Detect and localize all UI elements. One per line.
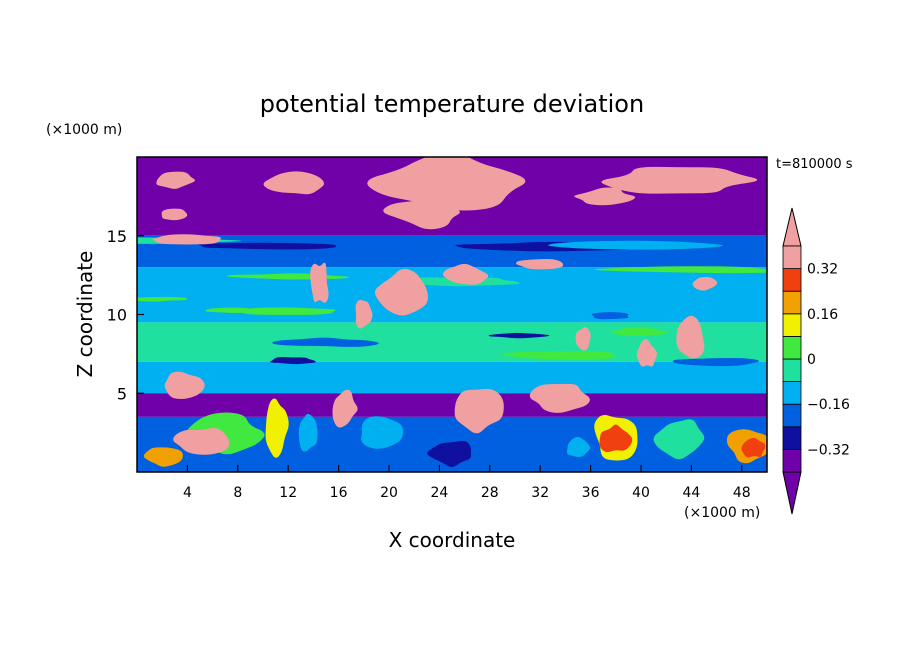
colorbar-upper-extension bbox=[782, 207, 802, 247]
x-tick-label: 16 bbox=[330, 485, 348, 501]
x-axis: 4 8 12 16 20 24 28 32 36 40 44 48 bbox=[183, 465, 751, 501]
contour-field bbox=[137, 157, 767, 472]
colorbar-lower-extension bbox=[782, 471, 802, 515]
y-axis: 5 10 15 bbox=[107, 227, 144, 403]
x-tick-label: 40 bbox=[632, 485, 650, 501]
colorbar-swatch bbox=[782, 268, 802, 292]
x-tick-label: 44 bbox=[682, 485, 700, 501]
colorbar-swatch bbox=[782, 381, 802, 405]
contour-band bbox=[137, 322, 767, 362]
contour-band bbox=[137, 393, 767, 417]
colorbar-label: 0 bbox=[807, 352, 816, 368]
x-tick-label: 24 bbox=[430, 485, 448, 501]
y-unit-label: (×1000 m) bbox=[46, 122, 122, 138]
colorbar-swatch bbox=[782, 358, 802, 383]
colorbar-label: −0.16 bbox=[807, 397, 850, 413]
x-tick-label: 28 bbox=[481, 485, 499, 501]
colorbar-swatch bbox=[782, 313, 802, 337]
time-label: t=810000 s bbox=[776, 157, 853, 172]
colorbar-swatch bbox=[782, 426, 802, 450]
x-axis-label: X coordinate bbox=[389, 528, 516, 552]
contour-band bbox=[137, 361, 767, 394]
colorbar-swatch bbox=[782, 245, 802, 270]
x-tick-label: 8 bbox=[233, 485, 242, 501]
y-tick-label: 10 bbox=[107, 306, 127, 325]
y-axis-label: Z coordinate bbox=[73, 251, 97, 378]
colorbar-swatch bbox=[782, 403, 802, 428]
colorbar-label: 0.32 bbox=[807, 262, 838, 278]
x-tick-label: 48 bbox=[733, 485, 751, 501]
colorbar-label: 0.16 bbox=[807, 307, 838, 323]
y-tick-label: 5 bbox=[117, 384, 127, 403]
colorbar-label: −0.32 bbox=[807, 442, 850, 458]
colorbar-swatch bbox=[782, 448, 802, 473]
y-tick-label: 15 bbox=[107, 227, 127, 246]
colorbar-swatch bbox=[782, 335, 802, 360]
contour-band bbox=[137, 235, 767, 268]
chart-title: potential temperature deviation bbox=[260, 90, 644, 118]
colorbar-swatch bbox=[782, 290, 802, 315]
x-tick-label: 36 bbox=[582, 485, 600, 501]
x-tick-label: 4 bbox=[183, 485, 192, 501]
x-tick-label: 12 bbox=[279, 485, 297, 501]
x-tick-label: 32 bbox=[531, 485, 549, 501]
x-tick-label: 20 bbox=[380, 485, 398, 501]
colorbar: 0.32 0.16 0 −0.16 −0.32 bbox=[782, 207, 850, 515]
x-unit-label: (×1000 m) bbox=[684, 505, 760, 521]
